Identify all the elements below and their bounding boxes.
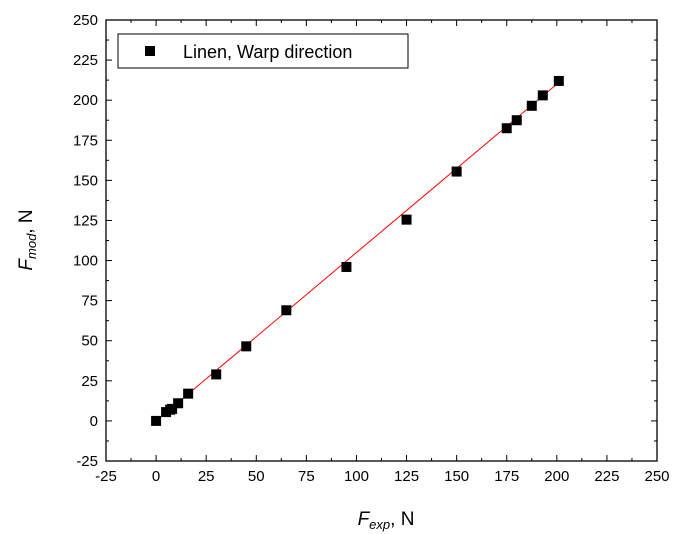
x-tick-label: 225 — [594, 468, 619, 485]
x-tick-label: 175 — [494, 468, 519, 485]
y-tick-label: 200 — [73, 92, 98, 109]
x-tick-label: 100 — [344, 468, 369, 485]
legend-entry: Linen, Warp direction — [183, 42, 352, 62]
y-tick-label: 225 — [73, 52, 98, 69]
x-axis-title: Fexp, N — [358, 509, 415, 532]
y-tick-label: 25 — [81, 373, 98, 390]
x-tick-label: 50 — [248, 468, 265, 485]
legend-box — [117, 33, 409, 69]
y-tick-label: 0 — [90, 413, 98, 430]
data-point — [183, 388, 194, 399]
legend: Linen, Warp direction — [117, 33, 409, 69]
data-point — [151, 415, 162, 426]
y-tick-label: 50 — [81, 333, 98, 350]
y-tick-label: 100 — [73, 253, 98, 270]
data-points — [151, 75, 564, 426]
axis-ticks: -25 0 25 50 75 100 125 150 175 200 225 250 -25 0 25 50 7… — [73, 12, 670, 485]
x-tick-label: -25 — [95, 468, 117, 485]
x-tick-label: 0 — [152, 468, 160, 485]
x-tick-label: 125 — [394, 468, 419, 485]
y-tick-label: -25 — [76, 453, 98, 470]
data-point — [526, 100, 537, 111]
data-point — [511, 115, 522, 126]
x-tick-label: 250 — [644, 468, 669, 485]
data-point — [167, 403, 178, 414]
x-tick-label: 150 — [444, 468, 469, 485]
y-axis-title: Fmod, N — [16, 209, 39, 270]
data-point — [451, 166, 462, 177]
legend-marker — [145, 46, 155, 56]
y-tick-label: 125 — [73, 212, 98, 229]
y-tick-label: 150 — [73, 172, 98, 189]
fit-line-group — [155, 82, 560, 422]
data-point — [241, 341, 252, 352]
data-point — [341, 261, 352, 272]
fit-line — [155, 82, 560, 422]
data-point — [537, 90, 548, 101]
data-point — [173, 398, 184, 409]
y-tick-label: 75 — [81, 293, 98, 310]
x-tick-label: 200 — [544, 468, 569, 485]
x-tick-label: 25 — [198, 468, 215, 485]
y-tick-label: 175 — [73, 132, 98, 149]
data-point — [211, 369, 222, 380]
x-tick-label: 75 — [298, 468, 315, 485]
data-point — [281, 305, 292, 316]
y-tick-label: 250 — [73, 12, 98, 29]
data-point — [553, 75, 564, 86]
data-point — [401, 214, 412, 225]
data-point — [501, 123, 512, 134]
